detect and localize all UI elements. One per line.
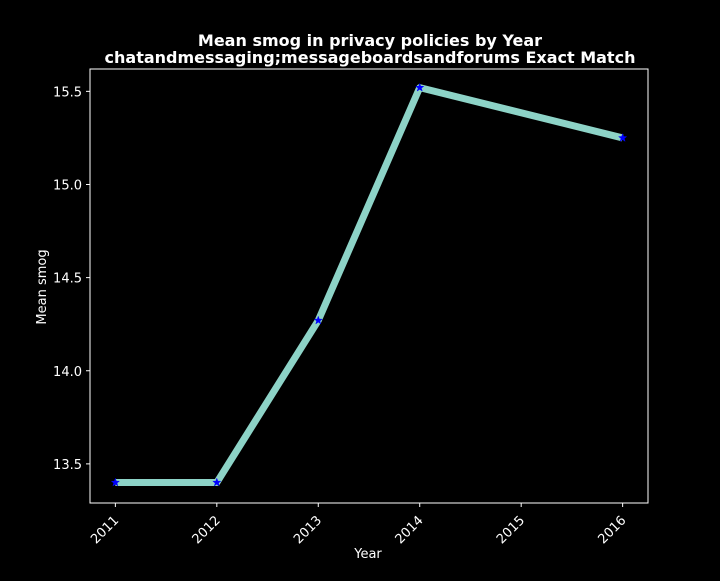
plot-area-frame <box>89 68 649 504</box>
y-tick-label: 14.0 <box>53 365 82 380</box>
x-tick-label: 2011 <box>88 513 122 547</box>
x-tick-label: 2013 <box>291 513 325 547</box>
y-axis-label: Mean smog <box>35 249 50 324</box>
data-point-marker <box>415 82 425 92</box>
x-axis-label: Year <box>353 547 382 562</box>
chart-subtitle: chatandmessaging;messageboardsandforums … <box>105 48 636 67</box>
series-line <box>115 84 624 487</box>
x-tick-label: 2014 <box>393 513 427 547</box>
data-point-marker <box>110 477 121 487</box>
x-tick-label: 2016 <box>595 513 629 547</box>
y-tick-label: 13.5 <box>53 458 82 473</box>
x-tick-label: 2012 <box>190 513 224 547</box>
y-tick-label: 15.0 <box>53 178 82 193</box>
series-layer <box>110 82 628 487</box>
x-axis: 2011 2012 2013 2014 2015 2016 <box>88 503 629 547</box>
x-tick-label: 2015 <box>494 513 528 547</box>
y-axis: 13.5 14.0 14.5 15.0 15.5 <box>53 85 90 473</box>
chart-title: Mean smog in privacy policies by Year <box>198 31 542 50</box>
data-point-marker <box>212 477 222 487</box>
data-point-marker <box>617 132 628 142</box>
data-point-marker <box>313 315 323 325</box>
y-tick-label: 14.5 <box>53 272 82 287</box>
y-tick-label: 15.5 <box>53 85 82 100</box>
